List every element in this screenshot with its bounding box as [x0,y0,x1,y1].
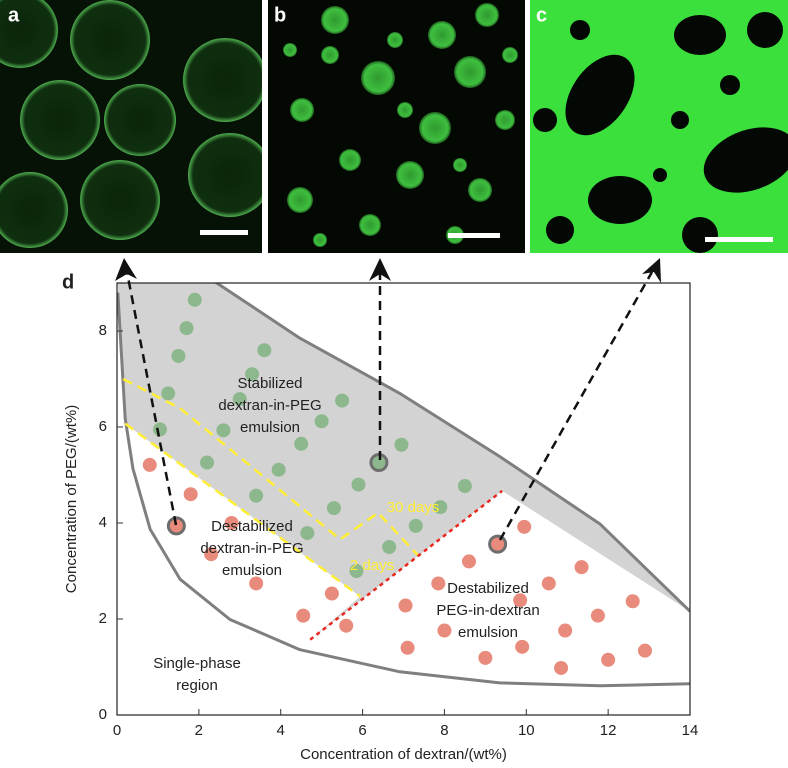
data-point [554,660,569,675]
x-tick-label: 8 [440,722,448,739]
data-point [625,594,640,609]
data-point [574,560,589,575]
arrowheads [115,258,661,283]
annotation: region [176,677,218,694]
x-tick-label: 14 [682,722,699,739]
x-tick-label: 0 [113,722,121,739]
data-point [296,608,311,623]
data-point [142,457,157,472]
y-tick-label: 6 [99,418,107,435]
panel-label: d [62,271,74,293]
data-point [590,608,605,623]
data-point [249,576,264,591]
y-tick-label: 8 [99,322,107,339]
data-point [326,501,341,516]
annotation: PEG-in-dextran [436,602,539,619]
data-point [249,488,264,503]
y-tick-label: 2 [99,610,107,627]
data-point [517,519,532,534]
data-point [349,564,364,578]
data-point [161,386,176,401]
data-point [200,455,215,470]
data-point [152,422,167,437]
axes-frame [116,282,691,716]
phase-diagram: 0 2 4 6 8 10 12 14 0 2 4 6 8 Concentration of dextran… [63,282,699,763]
data-point [513,593,528,608]
data-point [394,437,409,452]
data-point [408,518,423,533]
micrograph-b: b [268,0,525,253]
y-axis-label: Concentration of PEG/(wt%) [63,405,80,593]
data-point [335,393,350,408]
data-point [187,292,202,307]
annotation: Stabilized [237,375,302,392]
x-tick-label: 6 [358,722,366,739]
data-point [478,650,493,665]
boundary-curve [122,377,419,557]
data-point [324,586,339,601]
x-axis-label: Concentration of dextran/(wt%) [300,746,507,763]
data-point [351,477,366,492]
y-tick-label: 0 [99,706,107,723]
annotation: emulsion [458,624,518,641]
data-point [179,321,194,336]
micrograph-a: a [0,0,262,253]
data-point [271,462,286,477]
x-tick-label: 2 [195,722,203,739]
annotation: emulsion [240,419,300,436]
data-point [300,526,315,541]
annotation: dextran-in-PEG [200,540,303,557]
data-point [257,343,272,358]
data-point [224,516,239,530]
data-point [637,643,652,658]
data-point [204,547,219,562]
data-point [515,639,530,654]
data-point [398,598,413,613]
data-point [339,618,354,633]
x-tick-label: 12 [600,722,617,739]
data-point [166,516,186,536]
x-tick-label: 4 [277,722,285,739]
stable-region [117,283,690,640]
arrows [125,271,654,541]
micrograph-c: c [530,0,788,253]
annotation: Single-phase [153,655,241,672]
annotation: Destabilized [447,580,529,597]
data-point [294,436,309,451]
data-point [541,576,556,591]
data-point [171,348,186,363]
panel-label: a [8,4,20,26]
plot-area [117,283,690,688]
boundary-curve [124,422,361,598]
data-point [431,576,446,591]
annotation: Destabilized [211,518,293,535]
y-tick-label: 4 [99,514,107,531]
annotation: 2 days [350,557,394,574]
data-point [457,479,472,494]
boundary-curve [117,292,690,688]
data-point [382,540,397,554]
annotation: dextran-in-PEG [218,397,321,414]
data-point [437,623,452,638]
annotation: 30 days [387,499,440,516]
panel-label: b [274,4,286,26]
data-point [400,640,415,655]
data-point [488,534,508,554]
data-point [216,423,231,438]
data-point [558,623,573,638]
data-point [314,414,329,429]
panel-label: c [536,4,547,26]
data-point [183,487,198,502]
data-point [433,500,448,515]
boundary-curve [309,489,503,641]
boundary-curve [214,283,690,613]
data-point [461,554,476,569]
data-point [232,392,247,407]
data-point [601,652,616,667]
annotation: emulsion [222,562,282,579]
x-tick-label: 10 [518,722,535,739]
data-point [245,367,260,382]
